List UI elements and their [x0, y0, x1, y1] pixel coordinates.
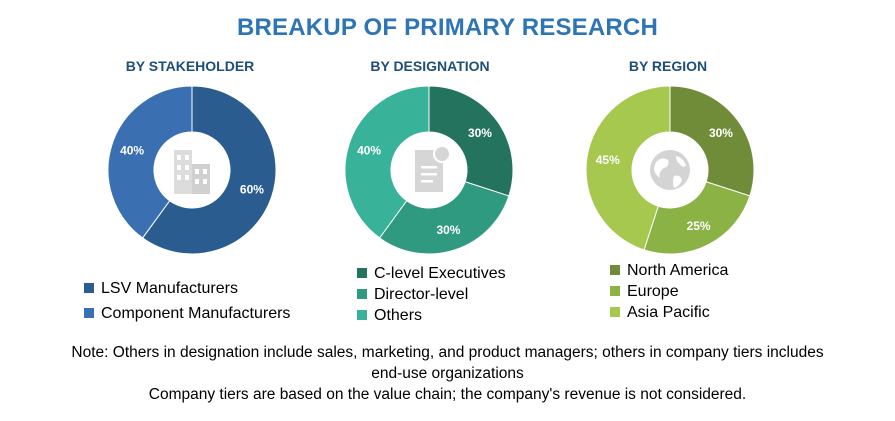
legend-label: Others: [374, 307, 423, 324]
chart-title-stakeholder: BY STAKEHOLDER: [125, 58, 255, 74]
globe-icon: [650, 150, 690, 190]
document-icon: [415, 145, 451, 192]
legend-label: Component Manufacturers: [101, 305, 291, 322]
stakeholder-donut-chart: 60% 40%: [107, 85, 277, 255]
legend-item: North America: [610, 260, 728, 281]
legend-swatch: [84, 283, 94, 293]
legend-label: Director-level: [374, 286, 469, 303]
legend-item: Director-level: [357, 284, 506, 305]
legend-label: North America: [627, 262, 729, 279]
chart-title-region: BY REGION: [628, 58, 708, 74]
legend-swatch: [84, 308, 94, 318]
page-title: BREAKUP OF PRIMARY RESEARCH: [236, 14, 658, 41]
legend-swatch: [357, 310, 367, 320]
legend-swatch: [357, 268, 367, 278]
legend-item: Others: [357, 305, 506, 326]
slice-label: 30%: [436, 223, 460, 237]
legend-swatch: [610, 265, 620, 275]
slice-label: 40%: [120, 144, 144, 158]
legend-item: Asia Pacific: [610, 302, 728, 323]
legend-item: LSV Manufacturers: [84, 278, 290, 299]
footnote-line-3: Company tiers are based on the value cha…: [148, 386, 747, 403]
footnote-line-2: end-use organizations: [371, 365, 524, 382]
legend-swatch: [357, 289, 367, 299]
legend-item: Europe: [610, 281, 728, 302]
slice-label: 60%: [240, 182, 264, 196]
slice-label: 25%: [687, 219, 711, 233]
building-icon: [174, 150, 210, 194]
region-donut-chart: 30% 25% 45%: [585, 85, 755, 255]
legend-label: LSV Manufacturers: [101, 280, 238, 297]
region-legend: North America Europe Asia Pacific: [610, 260, 728, 323]
legend-label: C-level Executives: [374, 265, 506, 282]
legend-label: Europe: [627, 283, 679, 300]
slice-label: 40%: [357, 144, 381, 158]
slice-label: 30%: [468, 126, 492, 140]
footnote-line-1: Note: Others in designation include sale…: [71, 344, 824, 361]
designation-donut-chart: 30% 30% 40%: [344, 85, 514, 255]
stakeholder-legend: LSV Manufacturers Component Manufacturer…: [84, 278, 290, 324]
slice-label: 30%: [709, 126, 733, 140]
legend-swatch: [610, 286, 620, 296]
designation-legend: C-level Executives Director-level Others: [357, 263, 506, 326]
legend-swatch: [610, 307, 620, 317]
legend-item: C-level Executives: [357, 263, 506, 284]
chart-title-designation: BY DESIGNATION: [370, 58, 490, 74]
legend-item: Component Manufacturers: [84, 303, 290, 324]
legend-label: Asia Pacific: [627, 304, 710, 321]
slice-label: 45%: [596, 153, 620, 167]
